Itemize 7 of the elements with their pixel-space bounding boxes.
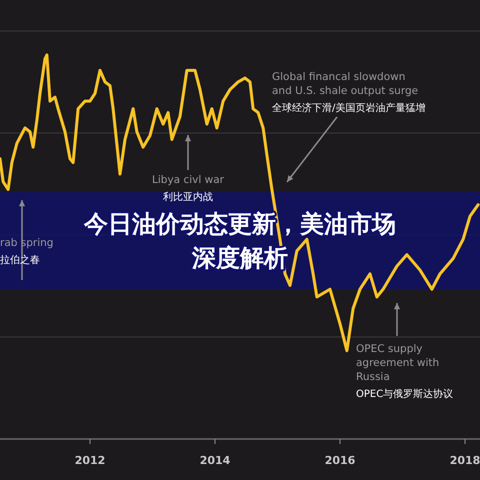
- annotation: OPEC supply agreement with Russia OPEC与俄罗斯达协议: [356, 343, 454, 400]
- x-tick-label: 2018: [450, 454, 480, 467]
- x-tick-label: 2016: [324, 454, 356, 467]
- annotation: Libya civl war 利比亚内战: [152, 174, 225, 203]
- x-tick-label: 2014: [200, 454, 231, 467]
- x-tick-label: 2012: [74, 454, 106, 467]
- annotation: Global financal slowdown and U.S. shale output surge 全球经济下滑/美国页岩油产量猛增: [272, 71, 426, 114]
